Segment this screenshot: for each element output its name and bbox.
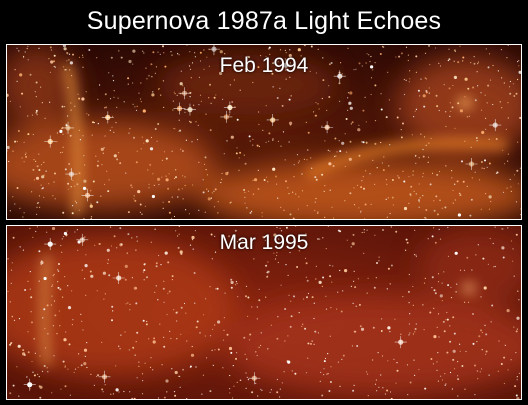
panel-date-label-mar-1995: Mar 1995 — [219, 231, 309, 254]
stars-top — [7, 45, 521, 219]
stars-bottom — [7, 226, 520, 399]
panel-feb-1994: Feb 1994 — [6, 44, 522, 220]
image-title: Supernova 1987a Light Echoes — [86, 7, 442, 35]
panel-mar-1995: Mar 1995 — [6, 225, 522, 400]
panel-date-label-feb-1994: Feb 1994 — [219, 54, 309, 77]
starfield-image-mar-1995 — [7, 226, 521, 399]
starfield-image-feb-1994 — [7, 45, 521, 219]
